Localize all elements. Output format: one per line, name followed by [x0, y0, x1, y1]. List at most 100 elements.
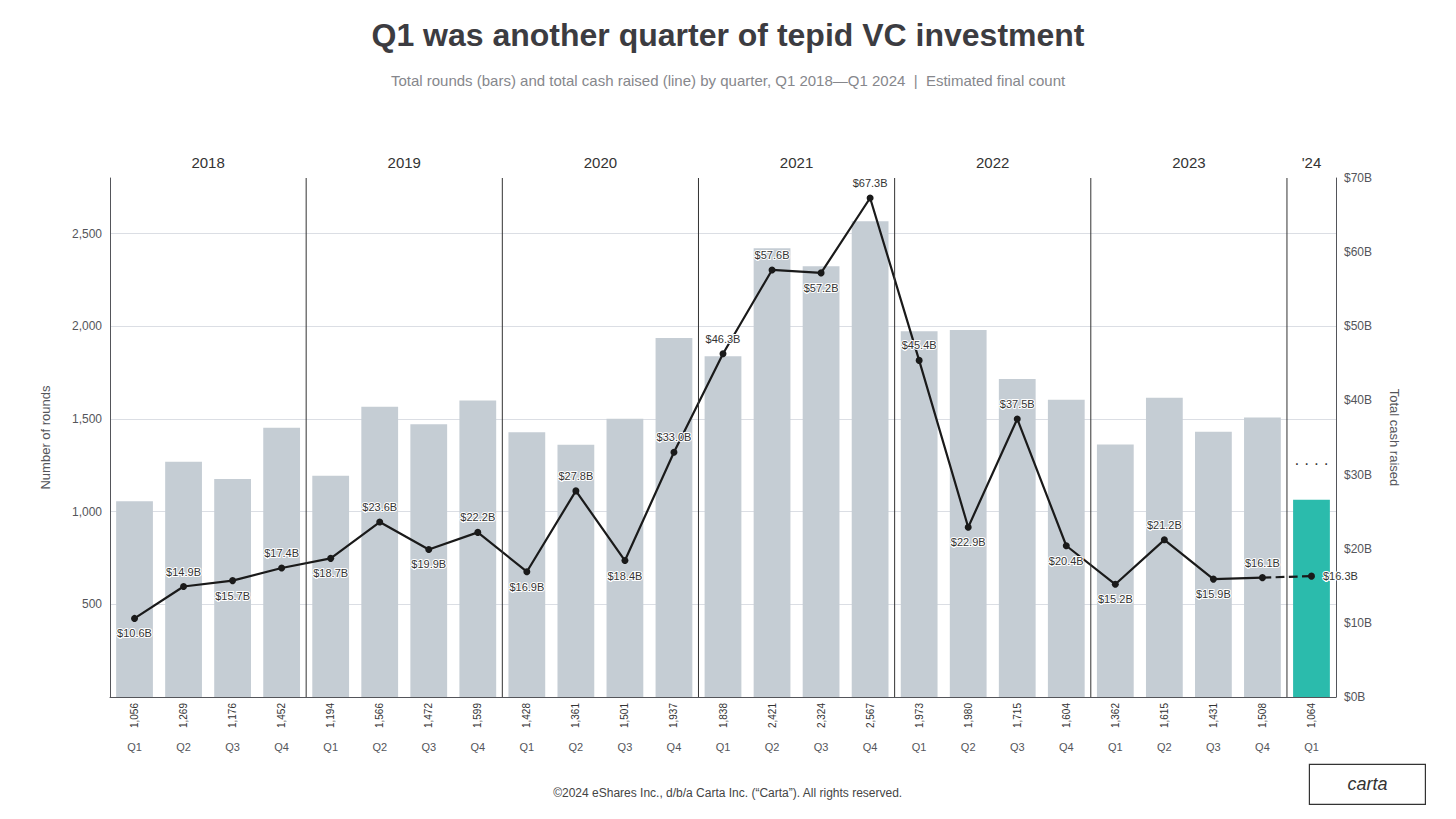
svg-text:1,452: 1,452	[276, 703, 287, 728]
svg-text:Q3: Q3	[814, 741, 829, 753]
svg-text:$16.9B: $16.9B	[509, 581, 544, 593]
svg-text:$33.0B: $33.0B	[657, 431, 692, 443]
svg-text:$22.9B: $22.9B	[951, 536, 986, 548]
svg-text:1,064: 1,064	[1306, 703, 1317, 728]
svg-text:1,566: 1,566	[374, 703, 385, 728]
svg-text:$67.3B: $67.3B	[853, 177, 888, 189]
svg-text:Q4: Q4	[274, 741, 289, 753]
svg-text:1,428: 1,428	[521, 703, 532, 728]
svg-text:2,567: 2,567	[865, 703, 876, 728]
svg-text:Q2: Q2	[372, 741, 387, 753]
svg-text:$57.6B: $57.6B	[755, 249, 790, 261]
svg-text:$23.6B: $23.6B	[362, 501, 397, 513]
svg-text:Q2: Q2	[765, 741, 780, 753]
svg-text:$18.4B: $18.4B	[607, 570, 642, 582]
svg-text:carta: carta	[1347, 774, 1387, 794]
svg-text:Q1: Q1	[716, 741, 731, 753]
svg-text:Q4: Q4	[1059, 741, 1074, 753]
svg-text:· · · ·: · · · ·	[1294, 455, 1329, 472]
svg-text:1,176: 1,176	[227, 703, 238, 728]
svg-text:Q1: Q1	[127, 741, 142, 753]
svg-text:$15.7B: $15.7B	[215, 590, 250, 602]
svg-text:1,615: 1,615	[1159, 703, 1170, 728]
svg-text:2020: 2020	[584, 154, 617, 171]
svg-text:1,500: 1,500	[72, 412, 102, 426]
svg-text:$21.2B: $21.2B	[1147, 519, 1182, 531]
svg-text:Total rounds (bars) and total: Total rounds (bars) and total cash raise…	[391, 72, 1066, 89]
svg-text:Q1: Q1	[912, 741, 927, 753]
svg-text:$0B: $0B	[1344, 690, 1365, 704]
svg-text:$46.3B: $46.3B	[706, 333, 741, 345]
svg-text:Q1: Q1	[519, 741, 534, 753]
svg-text:$15.9B: $15.9B	[1196, 588, 1231, 600]
svg-text:Q1: Q1	[1108, 741, 1123, 753]
svg-text:$10.6B: $10.6B	[117, 627, 152, 639]
svg-text:1,056: 1,056	[129, 703, 140, 728]
svg-text:$17.4B: $17.4B	[264, 547, 299, 559]
svg-text:$57.2B: $57.2B	[804, 282, 839, 294]
svg-text:2,000: 2,000	[72, 319, 102, 333]
svg-text:1,431: 1,431	[1208, 703, 1219, 728]
svg-text:Q2: Q2	[1157, 741, 1172, 753]
svg-text:$50B: $50B	[1344, 319, 1372, 333]
svg-text:1,472: 1,472	[423, 703, 434, 728]
svg-text:Q3: Q3	[225, 741, 240, 753]
svg-text:1,980: 1,980	[963, 703, 974, 728]
svg-text:$30B: $30B	[1344, 468, 1372, 482]
svg-text:Number of rounds: Number of rounds	[38, 385, 53, 490]
svg-text:2021: 2021	[780, 154, 813, 171]
svg-text:Total cash raised: Total cash raised	[1387, 389, 1402, 487]
svg-text:Q4: Q4	[470, 741, 485, 753]
svg-text:$20B: $20B	[1344, 542, 1372, 556]
svg-text:$40B: $40B	[1344, 393, 1372, 407]
svg-text:2,421: 2,421	[767, 703, 778, 728]
svg-text:2,324: 2,324	[816, 703, 827, 728]
svg-text:1,000: 1,000	[72, 505, 102, 519]
svg-text:$27.8B: $27.8B	[558, 470, 593, 482]
svg-text:500: 500	[82, 597, 102, 611]
svg-text:1,269: 1,269	[178, 703, 189, 728]
svg-text:Q3: Q3	[618, 741, 633, 753]
svg-text:1,973: 1,973	[914, 703, 925, 728]
svg-text:$15.2B: $15.2B	[1098, 593, 1133, 605]
svg-text:Q2: Q2	[961, 741, 976, 753]
svg-text:2,500: 2,500	[72, 227, 102, 241]
svg-text:$16.3B: $16.3B	[1323, 570, 1358, 582]
svg-text:©2024 eShares Inc., d/b/a Cart: ©2024 eShares Inc., d/b/a Carta Inc. (“C…	[553, 786, 902, 800]
svg-text:$14.9B: $14.9B	[166, 566, 201, 578]
svg-text:Q4: Q4	[1255, 741, 1270, 753]
svg-text:Q1 was another quarter of tepi: Q1 was another quarter of tepid VC inves…	[371, 17, 1084, 53]
svg-text:2018: 2018	[191, 154, 224, 171]
svg-text:$60B: $60B	[1344, 245, 1372, 259]
svg-text:2023: 2023	[1172, 154, 1205, 171]
svg-text:1,194: 1,194	[325, 703, 336, 728]
svg-text:$10B: $10B	[1344, 616, 1372, 630]
svg-text:$19.9B: $19.9B	[411, 558, 446, 570]
svg-text:$22.2B: $22.2B	[460, 511, 495, 523]
svg-text:Q4: Q4	[667, 741, 682, 753]
svg-text:Q3: Q3	[1206, 741, 1221, 753]
svg-text:Q1: Q1	[1304, 741, 1319, 753]
svg-text:1,838: 1,838	[718, 703, 729, 728]
svg-text:2022: 2022	[976, 154, 1009, 171]
svg-text:1,715: 1,715	[1012, 703, 1023, 728]
svg-text:Q4: Q4	[863, 741, 878, 753]
svg-text:1,937: 1,937	[668, 703, 679, 728]
svg-text:2019: 2019	[388, 154, 421, 171]
svg-text:$45.4B: $45.4B	[902, 339, 937, 351]
svg-text:$37.5B: $37.5B	[1000, 398, 1035, 410]
svg-text:$70B: $70B	[1344, 171, 1372, 185]
svg-text:Q2: Q2	[176, 741, 191, 753]
svg-text:$16.1B: $16.1B	[1245, 557, 1280, 569]
svg-text:1,501: 1,501	[619, 703, 630, 728]
svg-text:1,508: 1,508	[1257, 703, 1268, 728]
svg-text:Q3: Q3	[421, 741, 436, 753]
svg-text:$18.7B: $18.7B	[313, 567, 348, 579]
svg-text:Q2: Q2	[569, 741, 584, 753]
svg-text:$20.4B: $20.4B	[1049, 555, 1084, 567]
svg-text:1,604: 1,604	[1061, 703, 1072, 728]
svg-text:1,599: 1,599	[472, 703, 483, 728]
svg-text:Q1: Q1	[323, 741, 338, 753]
svg-text:1,361: 1,361	[570, 703, 581, 728]
svg-text:Q3: Q3	[1010, 741, 1025, 753]
